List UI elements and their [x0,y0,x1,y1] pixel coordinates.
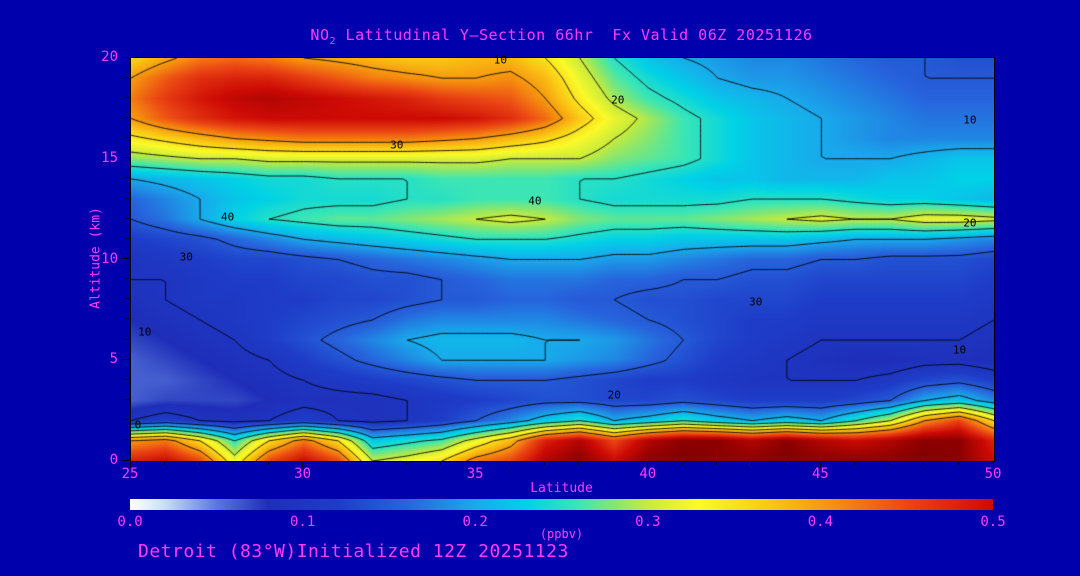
chart-title: NO2 Latitudinal Y–Section 66hr Fx Valid … [130,26,993,47]
y-minor-tick [125,197,129,199]
contour-label: 10 [138,325,152,339]
x-tick-label: 25 [121,466,139,482]
x-minor-tick [371,461,373,465]
colorbar-unit-label: (ppbv) [539,527,584,541]
x-minor-tick [785,461,787,465]
y-minor-tick [125,378,129,380]
colorbar-tick-label: 0.3 [635,514,661,530]
x-minor-tick [716,461,718,465]
y-tick-label: 10 [101,250,118,267]
plot-area: 10 20 30 10 20 40 40 30 10 30 10 20 0 [130,53,995,462]
contour-label: 20 [611,93,625,107]
y-minor-tick [125,439,129,441]
contour-label: 10 [952,343,967,357]
y-major-tick [122,459,129,461]
x-minor-tick [543,461,545,465]
contour-label: 40 [221,210,235,224]
chart-title-prefix: NO [310,26,330,44]
x-tick-label: 40 [639,466,657,482]
x-minor-tick [612,461,614,465]
no2-heatmap-canvas [131,58,994,461]
y-tick-label: 20 [101,49,118,65]
x-major-tick [474,461,476,468]
x-minor-tick [578,461,580,465]
contour-label: 10 [493,53,507,67]
x-minor-tick [957,461,959,465]
y-minor-tick [125,399,129,401]
chart-title-subscript: 2 [329,36,337,47]
y-minor-tick [125,278,129,280]
x-tick-label: 35 [466,466,484,482]
x-tick-label: 50 [984,466,1002,482]
x-major-tick [129,461,131,468]
y-minor-tick [125,217,129,219]
x-major-tick [302,461,304,468]
y-major-tick [122,358,129,360]
chart-title-rest: Latitudinal Y–Section 66hr Fx Valid 06Z … [336,26,813,44]
contour-label: 20 [963,216,977,230]
contour-label: 30 [390,138,404,152]
footer-text: Detroit (83°W)Initialized 12Z 20251123 [138,541,569,562]
contour-label: 40 [528,194,542,208]
colorbar-tick-label: 0.0 [117,514,143,530]
y-tick-label: 15 [101,149,118,166]
x-minor-tick [164,461,166,465]
colorbar-tick-label: 0.1 [289,514,316,530]
x-minor-tick [509,461,511,465]
y-major-tick [122,56,129,58]
contour-label: 30 [179,250,193,264]
contour-label: 0 [134,418,142,432]
y-tick-label: 0 [109,452,118,468]
y-minor-tick [125,177,129,179]
x-minor-tick [440,461,442,465]
y-tick-label: 5 [109,351,118,368]
x-major-tick [647,461,649,468]
y-minor-tick [125,298,129,300]
y-major-tick [122,157,129,159]
contour-label: 10 [963,113,977,127]
colorbar [130,499,993,510]
x-minor-tick [198,461,200,465]
contour-label: 30 [749,295,763,309]
y-minor-tick [125,338,129,340]
x-tick-label: 30 [294,466,312,482]
x-minor-tick [405,461,407,465]
y-minor-tick [125,419,129,421]
x-minor-tick [923,461,925,465]
x-minor-tick [681,461,683,465]
x-minor-tick [854,461,856,465]
x-axis-title: Latitude [530,481,593,496]
y-minor-tick [125,137,129,139]
y-minor-tick [125,237,129,239]
colorbar-tick-label: 0.4 [807,514,834,530]
contour-label: 20 [607,388,621,401]
y-minor-tick [125,96,129,98]
y-major-tick [122,258,129,259]
y-minor-tick [125,318,129,320]
y-minor-tick [125,76,129,78]
x-minor-tick [233,461,235,465]
y-minor-tick [125,116,129,118]
x-major-tick [819,461,821,468]
x-minor-tick [336,461,338,465]
x-minor-tick [750,461,752,465]
x-minor-tick [267,461,269,465]
x-minor-tick [888,461,890,465]
colorbar-tick-label: 0.5 [980,514,1006,530]
x-major-tick [992,461,994,468]
x-tick-label: 45 [811,466,829,482]
colorbar-tick-label: 0.2 [462,514,488,530]
